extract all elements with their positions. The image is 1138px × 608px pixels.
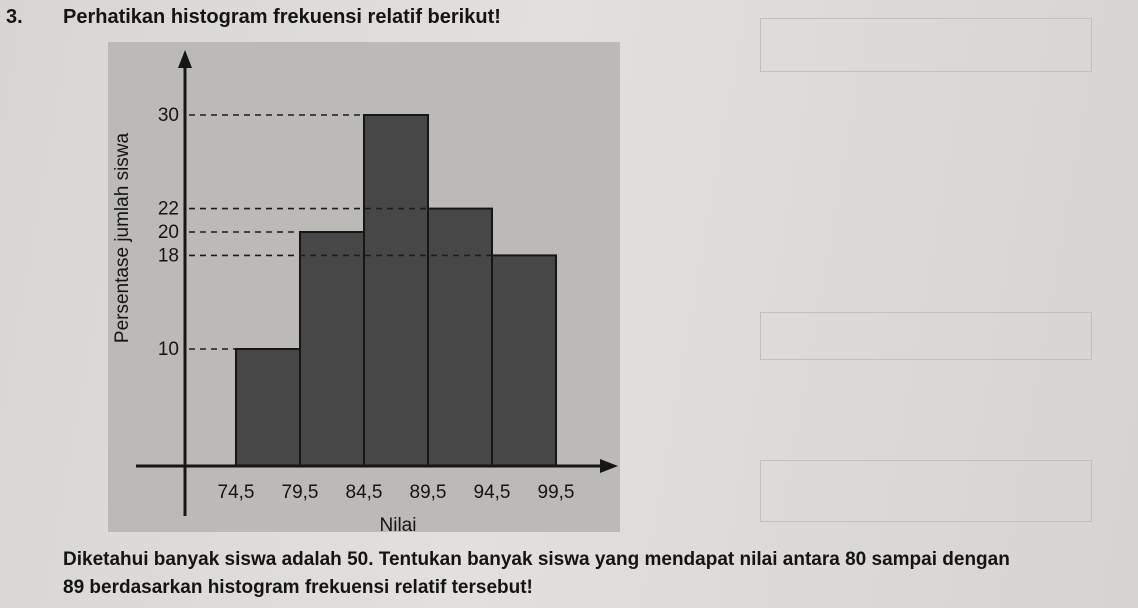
- y-tick-label: 20: [158, 222, 179, 243]
- bleed-through-box: [760, 312, 1092, 360]
- y-tick-label: 30: [158, 105, 179, 126]
- bleed-through-box: [760, 18, 1092, 72]
- x-axis-title: Nilai: [380, 515, 417, 536]
- bleed-through-box: [760, 460, 1092, 522]
- y-tick-label: 10: [158, 339, 179, 360]
- x-tick-label: 99,5: [538, 482, 575, 503]
- histogram-bar: [235, 348, 301, 467]
- x-tick-label: 94,5: [474, 482, 511, 503]
- histogram-bar: [299, 231, 365, 467]
- x-tick-label: 74,5: [218, 482, 255, 503]
- y-tick-label: 18: [158, 245, 179, 266]
- x-tick-label: 84,5: [346, 482, 383, 503]
- question-body-line: 89 berdasarkan histogram frekuensi relat…: [63, 577, 533, 598]
- y-axis-title: Persentase jumlah siswa: [112, 132, 133, 343]
- question-number: 3.: [6, 6, 23, 28]
- question-title: Perhatikan histogram frekuensi relatif b…: [63, 6, 501, 28]
- histogram-bar: [427, 207, 493, 467]
- x-axis-arrow: [600, 459, 618, 473]
- histogram-bar: [491, 254, 557, 467]
- x-tick-label: 79,5: [282, 482, 319, 503]
- question-body: Diketahui banyak siswa adalah 50. Tentuk…: [63, 546, 1138, 602]
- y-axis-arrow: [178, 50, 192, 68]
- y-tick-label: 22: [158, 199, 179, 220]
- histogram-bar: [363, 114, 429, 467]
- question-body-line: Diketahui banyak siswa adalah 50. Tentuk…: [63, 549, 1010, 570]
- x-tick-label: 89,5: [410, 482, 447, 503]
